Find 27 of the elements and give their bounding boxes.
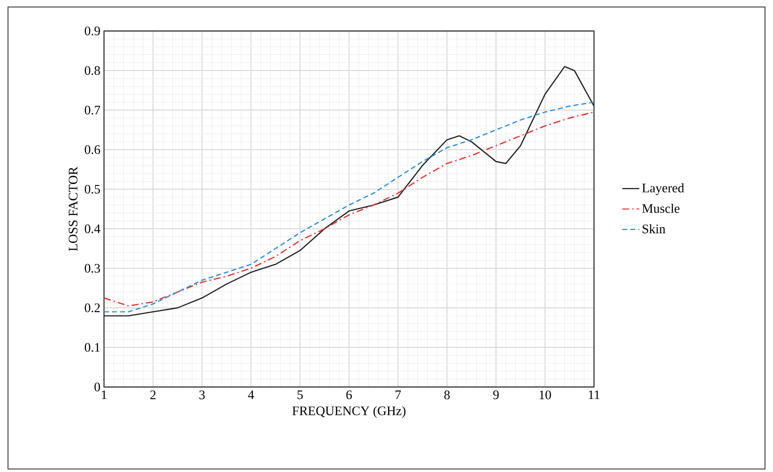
x-tick-label: 6 [346, 390, 352, 400]
y-tick-label: 0.2 [84, 303, 100, 312]
y-axis-title: LOSS FACTOR [68, 166, 78, 252]
x-tick-label: 10 [540, 390, 551, 400]
x-tick-label: 1 [102, 390, 106, 400]
legend-label: Muscle [642, 204, 680, 213]
legend-label: Skin [642, 224, 666, 234]
y-tick-label: 0.9 [84, 26, 100, 36]
x-tick-label: 4 [248, 390, 254, 400]
x-tick-label: 8 [444, 390, 450, 400]
y-tick-label: 0 [94, 382, 100, 392]
x-tick-label: 7 [396, 390, 401, 399]
y-tick-label: 0.5 [84, 184, 100, 194]
x-tick-label: 9 [493, 390, 499, 400]
x-tick-label: 5 [298, 390, 303, 400]
y-tick-label: 0.4 [84, 224, 100, 234]
line-series [104, 66, 594, 316]
y-tick-label: 0.6 [84, 145, 100, 154]
x-axis-title: FREQUENCY (GHz) [292, 406, 406, 418]
y-tick-label: 0.1 [84, 343, 100, 352]
x-tick-label: 3 [199, 390, 205, 400]
x-tick-label: 2 [150, 390, 156, 400]
y-tick-label: 0.3 [84, 264, 100, 273]
y-tick-label: 0.7 [84, 106, 100, 114]
x-tick-label: 11 [588, 390, 600, 400]
y-tick-label: 0.8 [84, 66, 100, 75]
legend-label: Layered [642, 183, 684, 196]
